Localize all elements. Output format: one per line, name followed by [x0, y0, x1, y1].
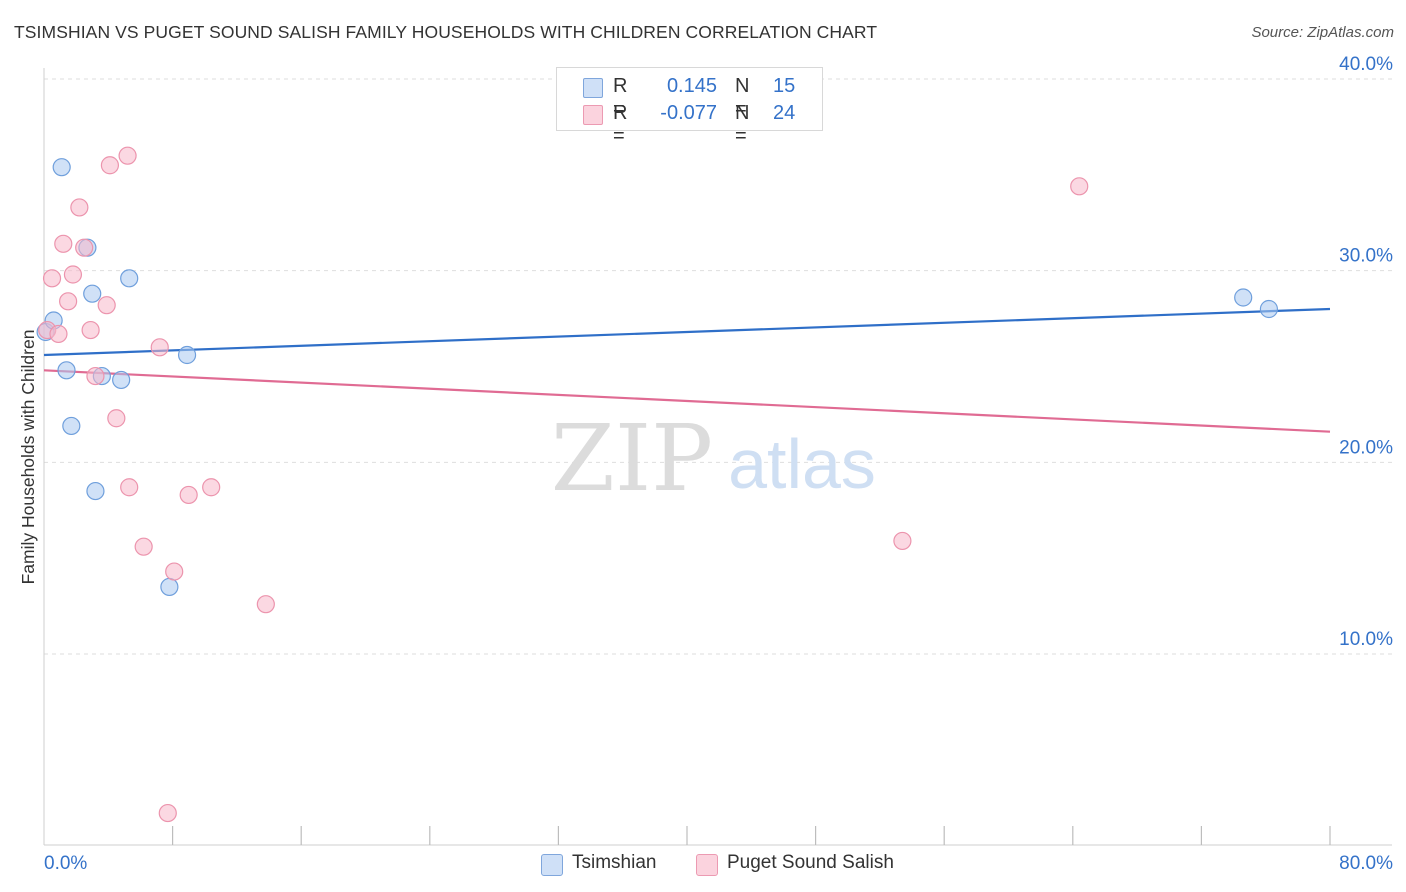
data-point-puget-sound-salish: [81, 320, 100, 340]
source-credit: Source: ZipAtlas.com: [1251, 24, 1394, 41]
gridlines: [44, 78, 1392, 655]
data-point-puget-sound-salish: [893, 531, 912, 551]
trend-line-tsimshian: [43, 307, 1331, 357]
legend-r-value: -0.077: [660, 102, 717, 124]
legend-r-label: R =: [613, 75, 628, 120]
axis-labels: 10.0% 20.0% 30.0% 40.0% 0.0% 80.0% Family Hous…: [18, 54, 1393, 874]
data-point-puget-sound-salish: [86, 366, 105, 386]
legend-swatch-tsimshian: [583, 78, 603, 98]
legend-n-label: N =: [735, 102, 750, 147]
trend-lines: [43, 307, 1331, 433]
bottom-legend-label: Puget Sound Salish: [727, 852, 894, 873]
data-point-puget-sound-salish: [97, 296, 116, 315]
data-point-puget-sound-salish: [202, 478, 221, 497]
y-tick-label: 30.0%: [1339, 246, 1393, 267]
data-point-puget-sound-salish: [179, 485, 198, 505]
y-axis-label: Family Households with Children: [18, 330, 38, 585]
data-point-puget-sound-salish: [1070, 177, 1089, 196]
data-point-puget-sound-salish: [158, 803, 177, 823]
legend-r-value: 0.145: [666, 75, 717, 97]
y-tick-label: 20.0%: [1339, 437, 1393, 458]
data-point-tsimshian: [112, 370, 131, 390]
data-point-puget-sound-salish: [42, 269, 62, 288]
data-point-puget-sound-salish: [165, 562, 184, 581]
data-point-tsimshian: [160, 577, 179, 597]
x-tick-label-min: 0.0%: [44, 853, 87, 874]
bottom-legend-swatch-puget: [696, 854, 718, 876]
watermark: ZIP atlas: [551, 405, 876, 512]
data-point-puget-sound-salish: [75, 238, 94, 257]
data-point-puget-sound-salish: [54, 234, 73, 253]
legend-n-label: N =: [735, 75, 750, 120]
data-point-tsimshian: [83, 284, 102, 303]
data-point-tsimshian: [57, 361, 76, 380]
legend-n-value: 15: [773, 75, 796, 97]
data-point-puget-sound-salish: [120, 478, 139, 497]
x-tick-label-max: 80.0%: [1339, 853, 1393, 874]
axes: [43, 68, 1392, 846]
data-point-tsimshian: [1259, 299, 1279, 319]
data-point-tsimshian: [62, 416, 81, 436]
watermark-atlas: atlas: [728, 425, 876, 503]
stats-legend: R = 0.145 N = 15 R = -0.077 N = 24: [556, 67, 823, 147]
data-point-puget-sound-salish: [70, 198, 89, 217]
data-point-puget-sound-salish: [256, 595, 275, 614]
data-point-puget-sound-salish: [150, 338, 169, 357]
data-point-tsimshian: [1234, 288, 1253, 307]
data-point-puget-sound-salish: [59, 292, 78, 311]
legend-r-label: R =: [613, 102, 628, 147]
data-point-puget-sound-salish: [107, 409, 126, 428]
data-point-puget-sound-salish: [49, 324, 68, 344]
data-point-tsimshian: [120, 269, 139, 288]
data-point-tsimshian: [86, 481, 105, 501]
data-point-puget-sound-salish: [63, 265, 83, 284]
watermark-zip: ZIP: [551, 405, 713, 512]
y-tick-label: 40.0%: [1339, 54, 1393, 75]
data-point-puget-sound-salish: [134, 537, 153, 556]
data-point-puget-sound-salish: [100, 156, 120, 175]
trend-line-puget-sound-salish: [43, 369, 1331, 433]
data-points: [36, 146, 1279, 823]
data-point-tsimshian: [177, 345, 197, 365]
bottom-legend-label: Tsimshian: [572, 852, 657, 873]
data-point-puget-sound-salish: [118, 146, 137, 165]
legend-swatch-puget: [583, 105, 603, 125]
bottom-legend-swatch-tsimshian: [541, 854, 563, 876]
chart-title: TSIMSHIAN VS PUGET SOUND SALISH FAMILY H…: [14, 22, 878, 42]
data-point-tsimshian: [52, 158, 71, 177]
y-tick-label: 10.0%: [1339, 629, 1393, 650]
legend-n-value: 24: [773, 102, 796, 124]
